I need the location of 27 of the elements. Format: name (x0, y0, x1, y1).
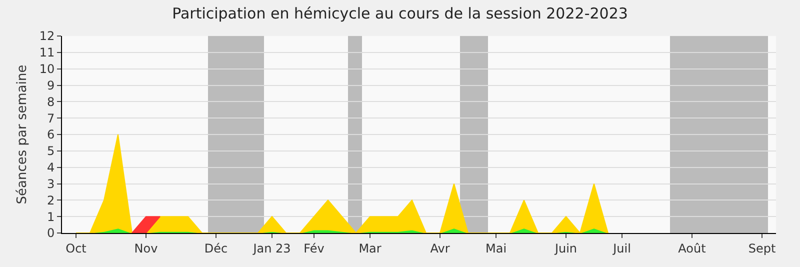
y-tick-label: 3 (46, 176, 55, 191)
x-tick-label: Juin (554, 241, 578, 256)
x-tick-label: Mar (358, 241, 382, 256)
y-tick-label: 9 (46, 78, 55, 92)
x-tick-label: Fév (304, 241, 324, 256)
y-tick-label: 7 (46, 111, 55, 126)
x-tick-label: Nov (134, 241, 158, 256)
y-tick-label: 2 (46, 193, 55, 208)
x-tick-label: Août (678, 241, 706, 256)
x-tick-label: Avr (430, 241, 450, 256)
y-tick-label: 4 (46, 160, 55, 175)
x-tick-label: Mai (485, 241, 507, 256)
y-tick-label: 1 (46, 210, 55, 224)
y-tick-label: 11 (39, 46, 55, 60)
x-tick-label: Oct (66, 241, 87, 256)
y-tick-label: 5 (46, 144, 55, 158)
y-axis-title: Séances par semaine (15, 64, 30, 204)
y-tick-label: 12 (39, 29, 55, 44)
x-tick-label: Juil (612, 241, 631, 256)
y-tick-label: 10 (39, 62, 55, 76)
x-tick-label: Déc (204, 241, 228, 256)
chart-title: Participation en hémicycle au cours de la session 2022-2023 (172, 4, 628, 23)
y-tick-label: 6 (46, 128, 55, 142)
y-tick-label: 0 (46, 226, 55, 240)
x-tick-label: Jan 23 (252, 241, 291, 256)
x-tick-label: Sept (748, 241, 776, 256)
y-tick-label: 8 (46, 94, 55, 109)
